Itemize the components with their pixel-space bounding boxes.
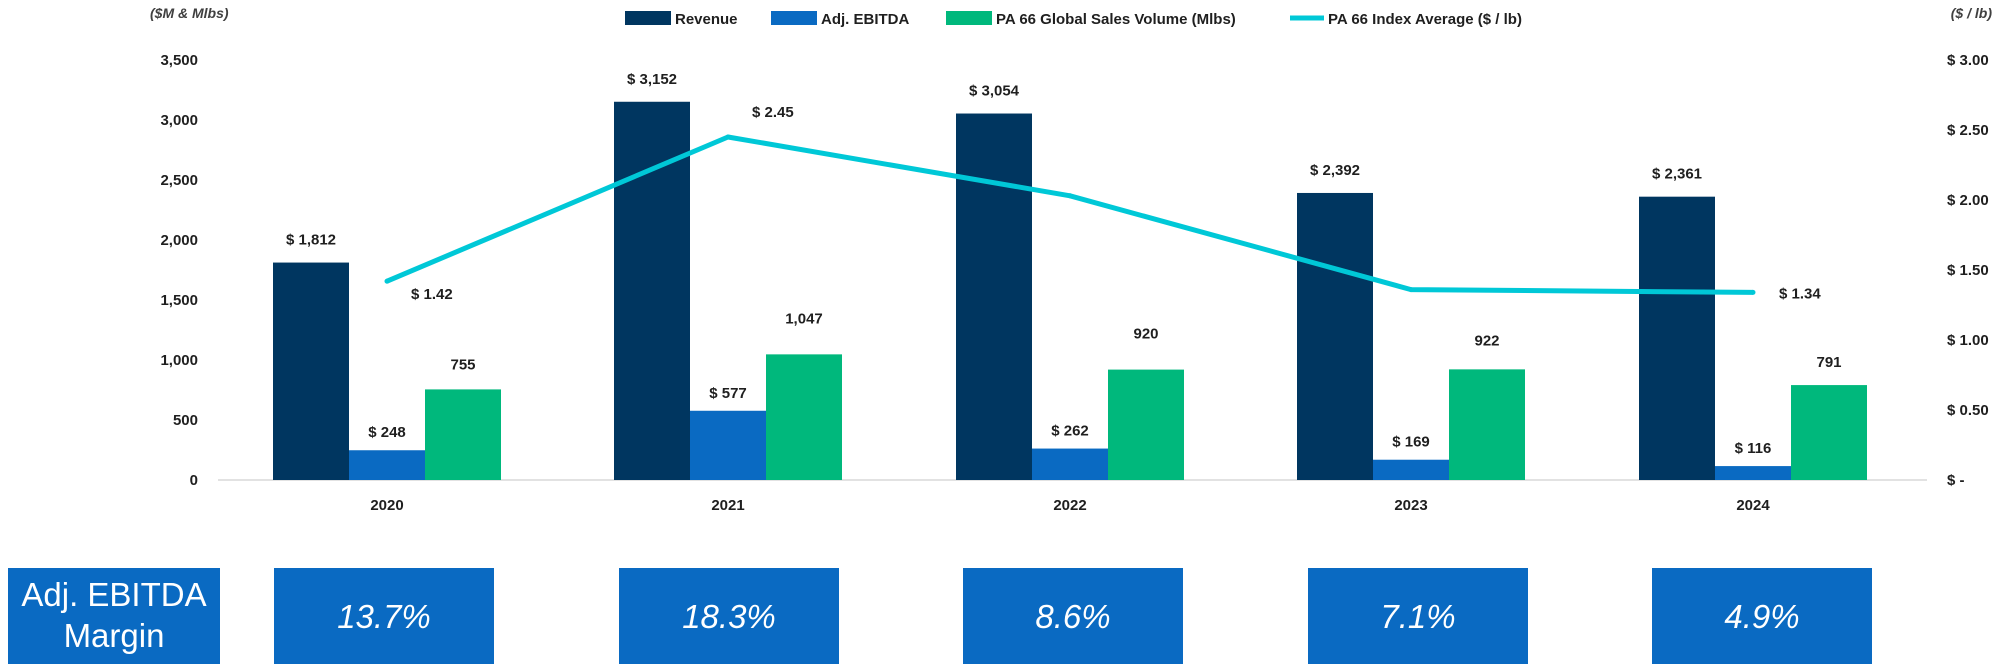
- bar-data-label: 922: [1474, 332, 1499, 349]
- bar-data-label: 791: [1816, 354, 1841, 371]
- bar-revenue-2023: [1297, 192, 1373, 480]
- left-tick-label: 1,500: [160, 292, 198, 309]
- index-average-point-2022: [1067, 193, 1073, 199]
- right-tick-label: $ 2.00: [1947, 192, 1989, 209]
- line-series: $ 1.42 $ 2.45 $ 1.34: [384, 104, 1821, 303]
- bar-marks: $ 1,812 $ 3,152 $ 3,054 $ 2,392 $ 2,361 $ 248…: [273, 71, 1867, 481]
- bar-pa-66-global-sales-volume-mlbs--2024: [1791, 385, 1867, 480]
- bar-pa-66-global-sales-volume-mlbs--2023: [1449, 369, 1525, 480]
- index-average-label: $ 1.34: [1779, 285, 1821, 302]
- left-axis-ticks: 0 500 1,000 1,500 2,000 2,500 3,000 3,500: [160, 52, 198, 489]
- margin-title-text: Adj. EBITDA: [21, 576, 206, 613]
- legend-label: PA 66 Index Average ($ / lb): [1328, 11, 1522, 28]
- margin-value: 8.6%: [1035, 598, 1110, 635]
- left-tick-label: 2,500: [160, 172, 198, 189]
- legend-swatch-2: [771, 11, 817, 25]
- bar-adj-ebitda-2021: [690, 410, 766, 480]
- bar-revenue-2022: [956, 113, 1032, 481]
- left-axis-unit-label: ($M & Mlbs): [150, 5, 229, 21]
- right-tick-label: $ -: [1947, 472, 1965, 489]
- left-tick-label: 3,000: [160, 112, 198, 129]
- bar-pa-66-global-sales-volume-mlbs--2020: [425, 389, 501, 480]
- left-tick-label: 0: [190, 472, 198, 489]
- right-axis-ticks: $ - $ 0.50 $ 1.00 $ 1.50 $ 2.00 $ 2.50 $ 3.00: [1947, 52, 1989, 489]
- bar-adj-ebitda-2020: [349, 450, 425, 480]
- bar-data-label: $ 577: [709, 385, 747, 402]
- left-tick-label: 3,500: [160, 52, 198, 69]
- legend-swatch-3: [946, 11, 992, 25]
- right-tick-label: $ 1.00: [1947, 332, 1989, 349]
- margin-box-2023: [1308, 568, 1528, 664]
- index-average-point-2020: [384, 278, 390, 284]
- margin-title-text: Margin: [64, 617, 165, 654]
- x-tick-label: 2022: [1053, 497, 1086, 514]
- left-tick-label: 1,000: [160, 352, 198, 369]
- bar-adj-ebitda-2023: [1373, 459, 1449, 480]
- bar-data-label: $ 3,152: [627, 71, 677, 88]
- margin-box-2021: [619, 568, 839, 664]
- right-tick-label: $ 1.50: [1947, 262, 1989, 279]
- legend-label: PA 66 Global Sales Volume (Mlbs): [996, 11, 1236, 28]
- x-tick-label: 2020: [370, 497, 403, 514]
- bar-data-label: $ 169: [1392, 434, 1430, 451]
- ebitda-margin-panel: Adj. EBITDA Margin 13.7% 18.3% 8.6% 7.1% 4.9%: [8, 568, 1872, 664]
- right-tick-label: $ 0.50: [1947, 402, 1989, 419]
- index-average-line: [386, 134, 1754, 295]
- margin-box-2024: [1652, 568, 1872, 664]
- margin-box-2020: [274, 568, 494, 664]
- bar-data-label: $ 1,812: [286, 232, 336, 249]
- bar-adj-ebitda-2022: [1032, 448, 1108, 480]
- right-tick-label: $ 2.50: [1947, 122, 1989, 139]
- margin-value: 4.9%: [1724, 598, 1799, 635]
- bar-pa-66-global-sales-volume-mlbs--2021: [766, 354, 842, 480]
- index-average-point-2023: [1408, 287, 1414, 293]
- margin-title-box: [8, 568, 220, 664]
- margin-value: 18.3%: [682, 598, 776, 635]
- bar-pa-66-global-sales-volume-mlbs--2022: [1108, 369, 1184, 480]
- bar-adj-ebitda-2024: [1715, 466, 1791, 480]
- bar-data-label: $ 248: [368, 424, 406, 441]
- bar-data-label: $ 262: [1051, 423, 1089, 440]
- margin-value: 7.1%: [1380, 598, 1455, 635]
- bar-data-label: 920: [1133, 326, 1158, 343]
- margin-box-2022: [963, 568, 1183, 664]
- legend: Revenue Adj. EBITDA PA 66 Global Sales Vol…: [625, 11, 1522, 28]
- right-axis-unit-label: ($ / lb): [1951, 5, 1993, 21]
- bar-data-label: $ 116: [1735, 440, 1772, 457]
- x-tick-label: 2023: [1394, 497, 1427, 514]
- bar-data-label: $ 3,054: [969, 83, 1020, 100]
- bar-data-label: $ 2,392: [1310, 162, 1360, 179]
- x-tick-label: 2021: [711, 497, 744, 514]
- index-average-label: $ 2.45: [752, 104, 794, 121]
- index-average-point-2024: [1750, 289, 1756, 295]
- index-average-point-2021: [725, 134, 731, 140]
- left-tick-label: 500: [173, 412, 198, 429]
- bar-data-label: 1,047: [785, 310, 823, 327]
- x-tick-label: 2024: [1736, 497, 1770, 514]
- index-average-label: $ 1.42: [411, 286, 453, 303]
- bar-revenue-2021: [614, 101, 690, 480]
- legend-label: Adj. EBITDA: [821, 11, 909, 28]
- margin-value: 13.7%: [337, 598, 431, 635]
- bar-revenue-2024: [1639, 196, 1715, 480]
- legend-swatch-1: [625, 11, 671, 25]
- left-tick-label: 2,000: [160, 232, 198, 249]
- right-tick-label: $ 3.00: [1947, 52, 1989, 69]
- bar-data-label: 755: [450, 356, 475, 373]
- x-axis-labels: 2020 2021 2022 2023 2024: [370, 497, 1770, 514]
- bar-data-label: $ 2,361: [1652, 166, 1702, 183]
- legend-label: Revenue: [675, 11, 738, 28]
- bar-revenue-2020: [273, 262, 349, 480]
